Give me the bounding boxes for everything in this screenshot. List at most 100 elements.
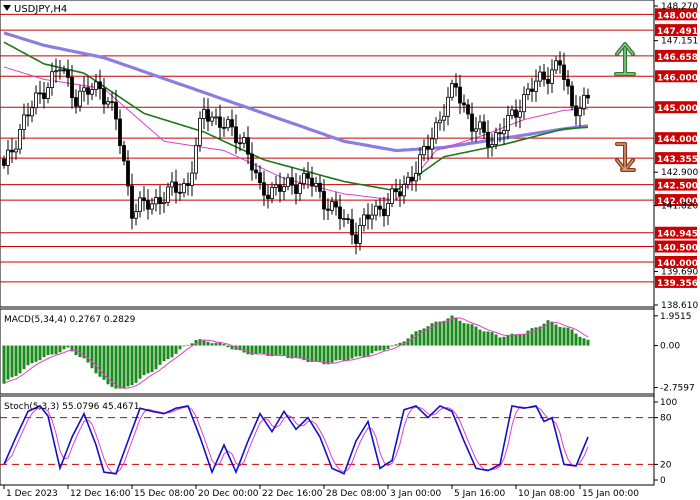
price-level-label: 146.000 — [657, 73, 698, 83]
macd-histogram-bar — [202, 339, 206, 346]
macd-histogram-bar — [182, 345, 186, 347]
candle-body — [298, 183, 302, 194]
time-tick-label: 15 Dec 08:00 — [134, 489, 195, 499]
macd-histogram-bar — [498, 337, 502, 346]
candle-body — [578, 107, 582, 117]
macd-histogram-bar — [22, 345, 26, 370]
macd-histogram-bar — [170, 345, 174, 358]
macd-histogram-bar — [106, 345, 110, 385]
macd-histogram-bar — [318, 345, 322, 363]
candle-body — [518, 111, 522, 118]
macd-histogram-bar — [426, 326, 430, 346]
macd-histogram-bar — [286, 345, 290, 359]
macd-histogram-bar — [382, 345, 386, 351]
macd-histogram-bar — [134, 345, 138, 383]
macd-histogram-bar — [190, 343, 194, 346]
macd-histogram-bar — [102, 345, 106, 380]
macd-histogram-bar — [390, 345, 394, 347]
macd-histogram-bar — [278, 345, 282, 355]
macd-histogram-bar — [538, 326, 542, 346]
macd-histogram-bar — [442, 320, 446, 346]
macd-histogram-bar — [210, 343, 214, 346]
candle-body — [74, 97, 78, 107]
candle-body — [210, 116, 214, 122]
candle-body — [382, 208, 386, 217]
macd-tick-label: 0.00 — [660, 342, 680, 352]
macd-histogram-bar — [514, 334, 518, 346]
candle-body — [398, 191, 402, 197]
macd-histogram-bar — [26, 345, 30, 366]
macd-histogram-bar — [542, 323, 546, 346]
macd-histogram-bar — [130, 345, 134, 386]
macd-histogram-bar — [146, 345, 150, 374]
time-tick-label: 28 Dec 08:00 — [326, 489, 387, 499]
price-level-label: 147.491 — [657, 27, 698, 37]
candle-body — [490, 144, 494, 148]
macd-histogram-bar — [518, 334, 522, 346]
macd-histogram-bar — [466, 323, 470, 346]
macd-histogram-bar — [238, 345, 242, 351]
candle-body — [306, 173, 310, 179]
candle-body — [478, 121, 482, 130]
price-level-badge — [655, 152, 697, 165]
candle-body — [182, 183, 186, 194]
price-axis: 148.270 147.151 142.900 141.820 139.690 138.6… — [654, 2, 698, 311]
macd-histogram-bar — [114, 345, 118, 389]
price-level-label: 140.500 — [657, 244, 698, 254]
candle-body — [310, 177, 314, 187]
macd-histogram-bar — [282, 345, 286, 357]
macd-histogram-bar — [398, 342, 402, 346]
candle-body — [338, 206, 342, 220]
candle-body — [14, 148, 18, 153]
stoch-axis: 100 80 20 0 — [654, 398, 677, 486]
candle-body — [530, 88, 534, 92]
candle-body — [118, 118, 122, 146]
candle-body — [190, 172, 194, 186]
macd-histogram-bar — [110, 345, 114, 387]
candle-body — [50, 71, 54, 88]
candle-body — [234, 126, 238, 144]
candle-body — [86, 87, 90, 95]
candle-body — [542, 71, 546, 80]
price-level-label: 143.355 — [657, 155, 698, 165]
macd-histogram-bar — [306, 345, 310, 362]
candle-body — [470, 113, 474, 132]
macd-histogram-bar — [218, 342, 222, 346]
macd-histogram-bar — [462, 323, 466, 346]
candle-body — [458, 86, 462, 104]
stochastic-indicator — [0, 404, 654, 475]
stoch-tick-label: 80 — [660, 414, 672, 424]
candle-body — [78, 90, 82, 107]
macd-histogram-bar — [350, 345, 354, 359]
macd-histogram-bar — [266, 345, 270, 356]
macd-histogram-bar — [346, 345, 350, 361]
macd-histogram-bar — [294, 345, 298, 358]
candle-body — [434, 122, 438, 140]
macd-histogram-bar — [418, 329, 422, 346]
candle-body — [158, 197, 162, 204]
macd-histogram-bar — [386, 345, 390, 350]
chart-marker-icon — [3, 5, 11, 11]
candle-body — [146, 200, 150, 210]
candle-body — [66, 69, 70, 78]
macd-title: MACD(5,34,4) 0.2767 0.2829 — [4, 315, 136, 325]
candle-body — [422, 145, 426, 156]
candle-body — [510, 109, 514, 116]
candle-body — [454, 83, 458, 88]
macd-histogram-bar — [54, 345, 58, 355]
candle-body — [134, 211, 138, 219]
macd-histogram-bar — [90, 345, 94, 369]
macd-histogram-bar — [62, 345, 66, 350]
macd-histogram-bar — [10, 345, 14, 378]
macd-histogram-bar — [394, 344, 398, 346]
price-tick-label: 148.270 — [661, 2, 698, 12]
candle-body — [114, 101, 118, 120]
candle-body — [254, 169, 258, 174]
candle-body — [466, 104, 470, 115]
price-tick-label: 139.690 — [661, 268, 698, 278]
price-levels: 148.000 147.491 146.658 146.000 145.000 144.0… — [0, 8, 698, 289]
candle-body — [418, 154, 422, 174]
macd-histogram-bar — [314, 345, 318, 362]
macd-histogram-bar — [242, 345, 246, 353]
macd-histogram-bar — [506, 334, 510, 346]
